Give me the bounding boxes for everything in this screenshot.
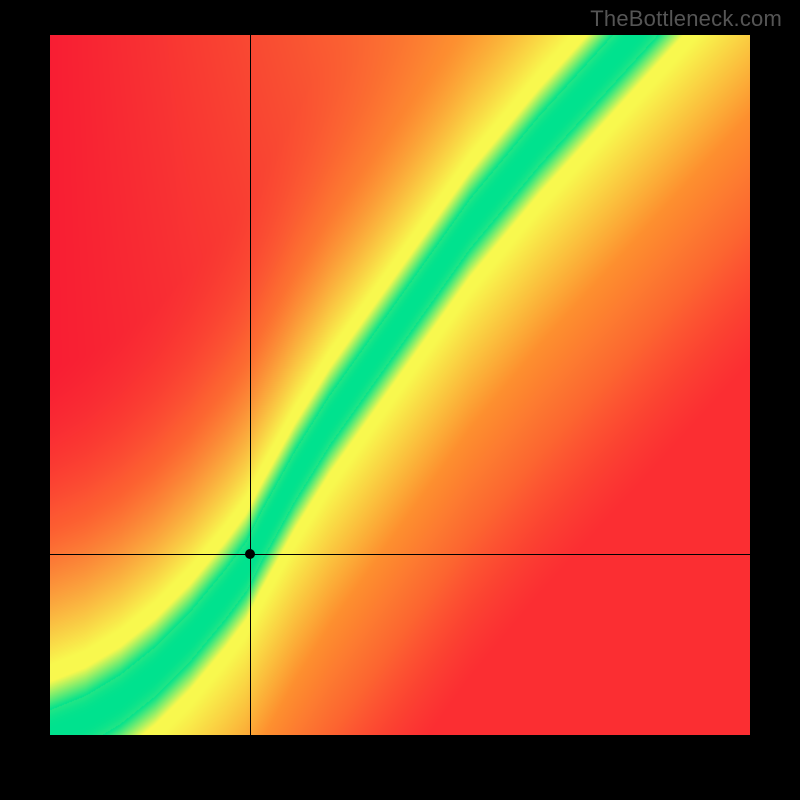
watermark-text: TheBottleneck.com: [590, 6, 782, 32]
crosshair-marker: [245, 549, 255, 559]
crosshair-horizontal: [50, 554, 750, 555]
crosshair-vertical: [250, 35, 251, 735]
heatmap-plot: [50, 35, 750, 735]
heatmap-canvas: [50, 35, 750, 735]
